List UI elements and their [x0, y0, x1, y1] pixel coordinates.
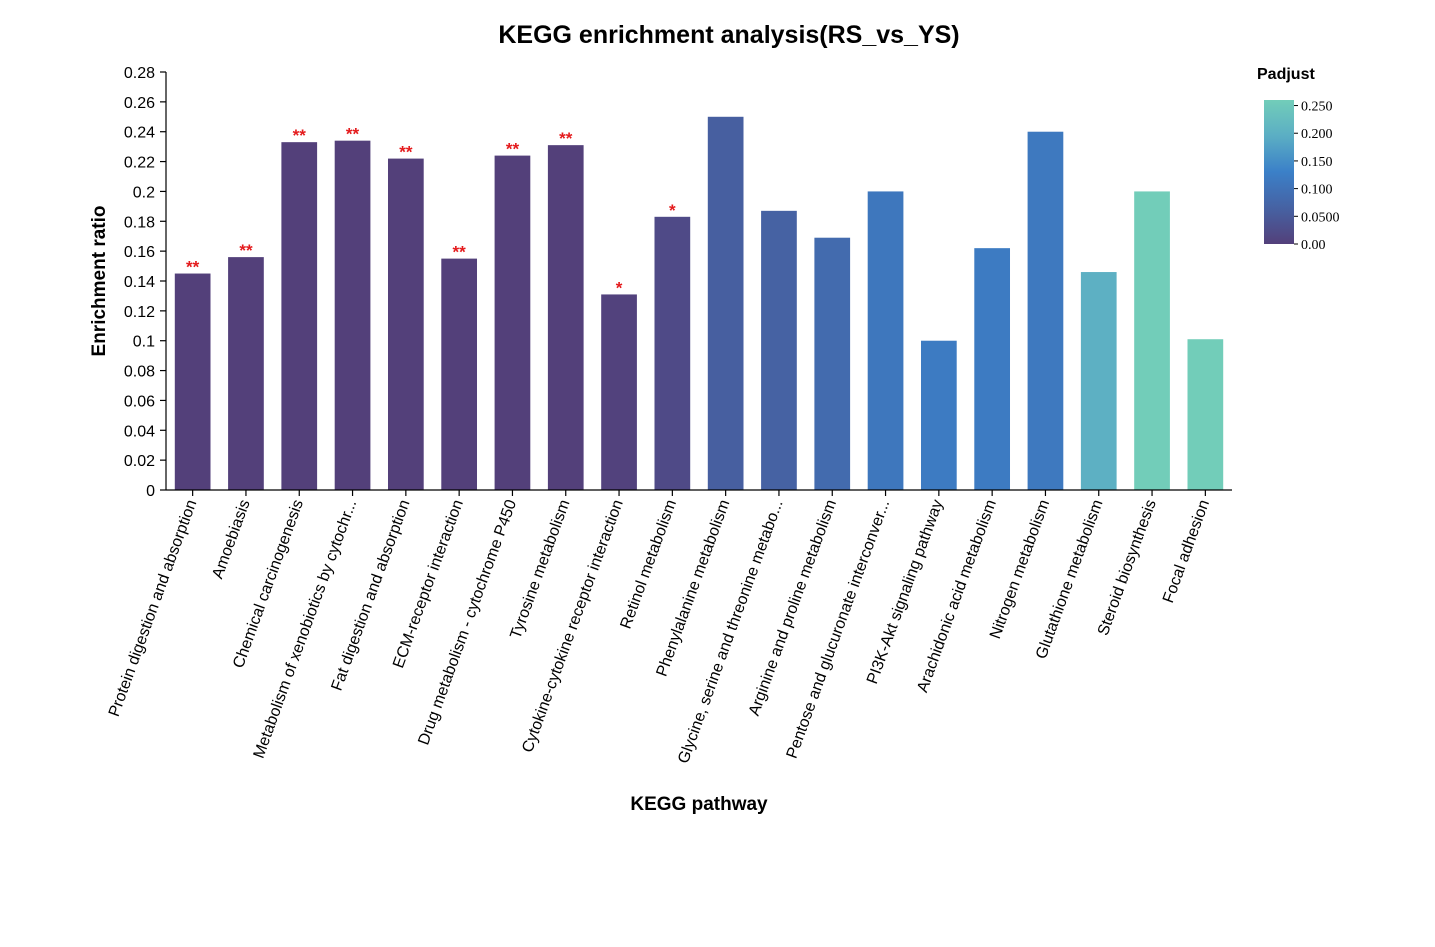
y-tick-label: 0.26: [124, 95, 155, 112]
bar: [281, 142, 318, 490]
bar: [974, 248, 1011, 490]
significance-mark: **: [559, 129, 573, 148]
y-tick-label: 0.04: [124, 423, 155, 440]
bar: [707, 116, 744, 491]
bar: [654, 216, 691, 491]
y-tick-label: 0.12: [124, 304, 155, 321]
y-tick-label: 0.06: [124, 393, 155, 410]
bar: [441, 258, 478, 490]
significance-marks: ****** ************: [186, 125, 676, 298]
chart-title: KEGG enrichment analysis(RS_vs_YS): [498, 21, 959, 49]
y-tick-label: 0.14: [124, 274, 155, 291]
y-axis-title: Enrichment ratio: [89, 206, 110, 357]
x-tick-label: Cytokine-cytokine receptor interaction: [519, 498, 627, 755]
padjust-legend: Padjust 0.250 0.200 0.150 0.100 0.0500 0.00: [1257, 66, 1340, 253]
x-tick-label: Nitrogen metabolism: [987, 498, 1053, 642]
significance-mark: **: [186, 258, 200, 277]
x-axis: Protein digestion and absorption Amoebias…: [106, 489, 1232, 766]
legend-tick-label: 0.150: [1301, 155, 1333, 170]
bar: [920, 340, 957, 490]
legend-tick-label: 0.250: [1301, 100, 1333, 115]
bars: [174, 116, 1224, 491]
x-tick-label: Steroid biosynthesis: [1095, 498, 1160, 638]
x-tick-label: Focal adhesion: [1160, 498, 1213, 606]
legend-tick-label: 0.100: [1301, 183, 1333, 198]
bar: [814, 237, 851, 490]
y-tick-label: 0.24: [124, 125, 155, 142]
x-tick-label: Drug metabolism - cytochrome P450: [415, 497, 520, 747]
significance-mark: **: [506, 140, 520, 159]
x-tick-label: Glycine, serine and threonine metabo...: [675, 498, 786, 766]
x-tick-label: Protein digestion and absorption: [106, 498, 200, 719]
significance-mark: **: [239, 241, 253, 260]
x-axis-title: KEGG pathway: [630, 794, 768, 815]
x-tick-label: Tyrosine metabolism: [507, 498, 573, 642]
bar: [228, 257, 264, 490]
bar: [1187, 339, 1224, 490]
x-tick-label: Retinol metabolism: [618, 498, 681, 632]
legend-tick-label: 0.200: [1301, 127, 1333, 142]
significance-mark: **: [453, 243, 467, 262]
bar: [494, 155, 531, 490]
y-axis: 0 0.02 0.04 0.06 0.08 0.1 0.12 0.14 0.16 0.18 0.2 0…: [124, 65, 167, 500]
bar: [601, 294, 637, 490]
y-tick-label: 0.18: [124, 214, 155, 231]
significance-mark: *: [669, 201, 676, 220]
bar: [1027, 131, 1064, 490]
bar: [174, 273, 211, 490]
bar: [387, 158, 424, 491]
y-tick-label: 0.28: [124, 65, 155, 82]
significance-mark: **: [346, 125, 360, 144]
legend-title: Padjust: [1257, 66, 1315, 83]
legend-tick-label: 0.0500: [1301, 210, 1340, 225]
y-tick-label: 0.08: [124, 364, 155, 381]
bar: [334, 140, 371, 490]
y-tick-label: 0.02: [124, 453, 155, 470]
significance-mark: **: [293, 126, 307, 145]
legend-color-bar: [1264, 100, 1294, 244]
bar: [1134, 191, 1170, 490]
y-tick-label: 0.1: [133, 334, 155, 351]
y-tick-label: 0.2: [133, 184, 155, 201]
significance-mark: *: [616, 278, 623, 297]
bar: [1080, 272, 1117, 490]
y-tick-label: 0: [146, 483, 155, 500]
bar: [761, 210, 797, 491]
bar: [547, 145, 584, 490]
bar: [867, 191, 904, 490]
x-tick-label: Pentose and glucuronate interconver...: [784, 498, 894, 761]
significance-mark: **: [399, 143, 413, 162]
y-tick-label: 0.16: [124, 244, 155, 261]
x-tick-label: Metabolism of xenobiotics by cytochr...: [251, 498, 361, 761]
legend-tick-label: 0.00: [1301, 238, 1326, 253]
y-tick-label: 0.22: [124, 155, 155, 172]
x-tick-label: Amoebiasis: [209, 498, 253, 582]
